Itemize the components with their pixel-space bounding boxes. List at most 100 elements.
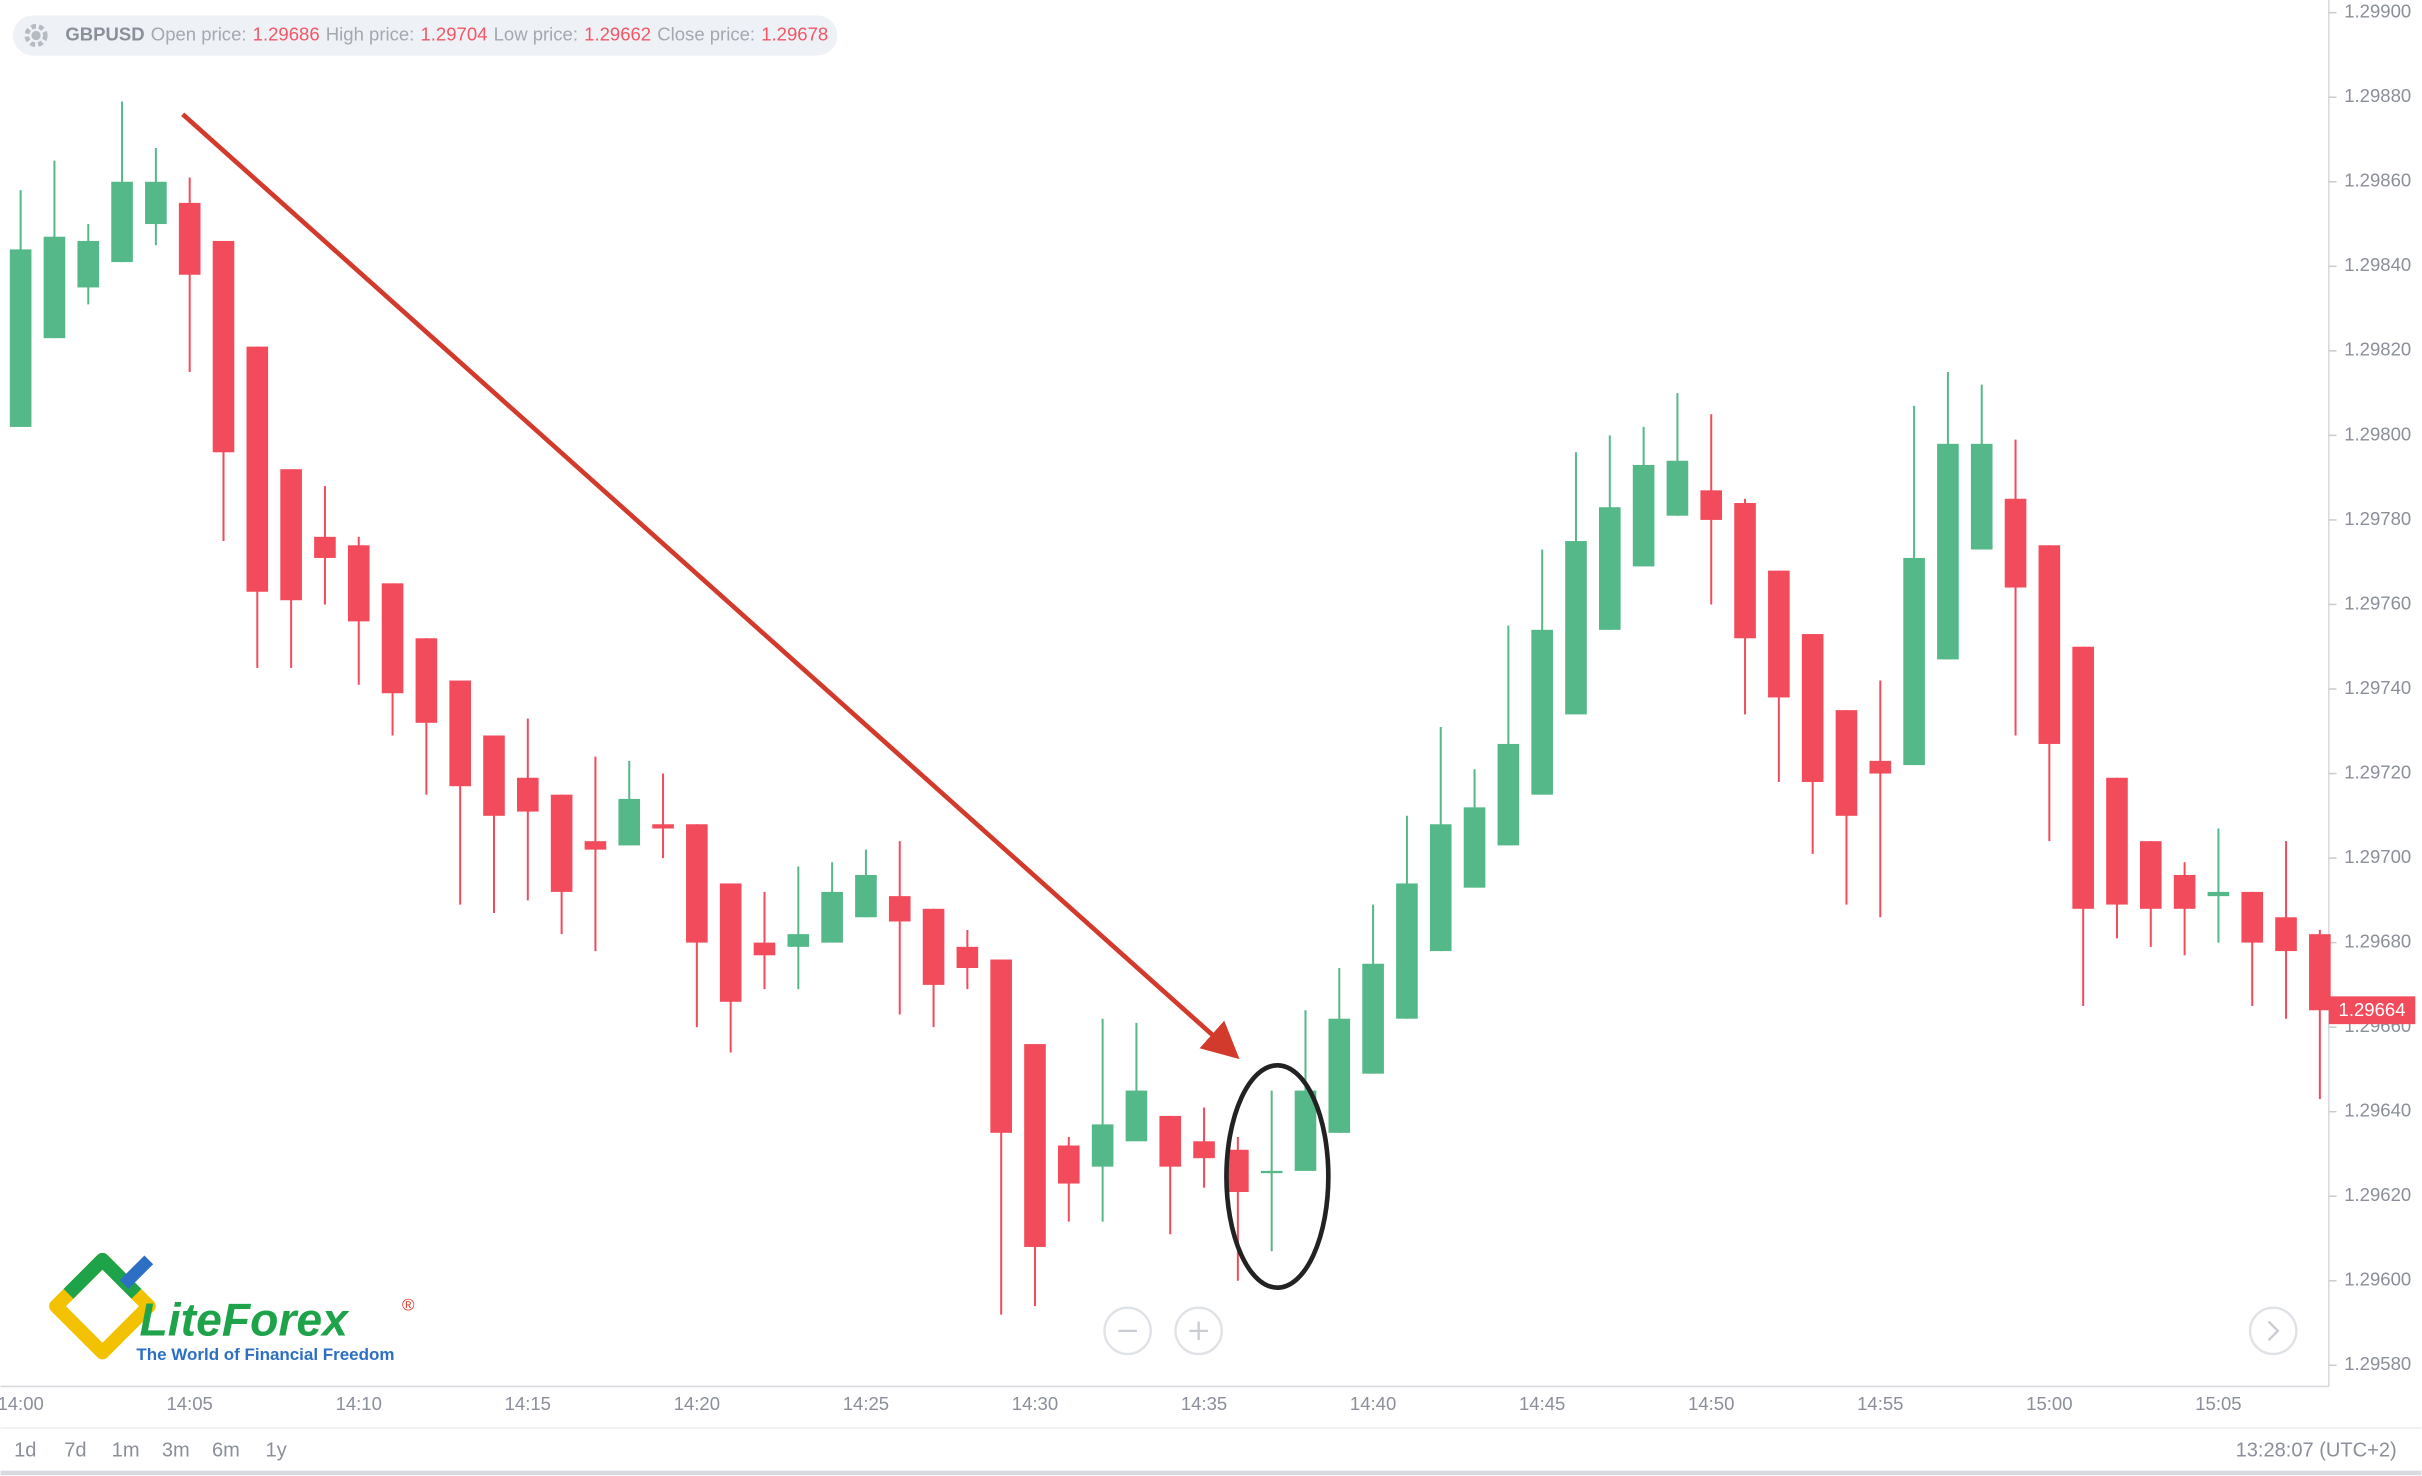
y-tick-label: 1.29620 xyxy=(2344,1184,2411,1205)
candle-body xyxy=(212,240,235,453)
candle-body xyxy=(1835,710,1858,816)
candle-body xyxy=(922,908,945,985)
toolbar xyxy=(0,1428,2422,1476)
candle-body xyxy=(1598,507,1621,630)
x-tick-label: 14:40 xyxy=(1350,1393,1396,1414)
candle-body xyxy=(1159,1115,1182,1167)
zoom-out-button[interactable] xyxy=(1103,1306,1152,1356)
candle-body xyxy=(9,249,32,427)
chevron-icon xyxy=(2267,1320,2280,1341)
candle-body xyxy=(1227,1149,1249,1193)
zoom-out-circle xyxy=(1103,1306,1152,1356)
last-price-box xyxy=(2328,996,2416,1025)
field-label: Close price: xyxy=(657,23,755,44)
settings-icon[interactable] xyxy=(24,23,48,48)
candle-body xyxy=(787,934,810,947)
timeframe-button[interactable]: 3m xyxy=(162,1440,190,1462)
candle-body xyxy=(1903,557,1925,766)
candle-body xyxy=(145,181,167,225)
field-value: 1.29678 xyxy=(761,23,828,44)
scroll-circle xyxy=(2248,1306,2298,1356)
timeframe-button[interactable]: 1m xyxy=(112,1440,140,1462)
y-tick-label: 1.29800 xyxy=(2344,423,2411,444)
gear xyxy=(24,23,48,48)
x-tick-label: 14:20 xyxy=(674,1393,720,1414)
timeframe-button[interactable]: 7d xyxy=(64,1440,86,1462)
candle-body xyxy=(956,946,979,968)
candle-body xyxy=(1463,807,1486,888)
candle-body xyxy=(753,942,776,956)
timeframe-button[interactable]: 1y xyxy=(266,1440,287,1462)
y-tick-label: 1.29580 xyxy=(2344,1353,2411,1374)
candle-body xyxy=(686,824,708,943)
candle-body xyxy=(1801,634,1824,782)
candle-body xyxy=(1057,1145,1080,1184)
candle-body xyxy=(2038,545,2061,744)
candle-body xyxy=(1024,1044,1046,1247)
x-tick-label: 14:55 xyxy=(1857,1393,1903,1414)
y-tick-label: 1.29640 xyxy=(2344,1100,2411,1121)
logo: LiteForex ® The World of Financial Freed… xyxy=(49,1252,415,1364)
field-label: High price: xyxy=(326,23,415,44)
candle-body xyxy=(77,240,100,288)
candle-body xyxy=(347,545,370,622)
x-tick-label: 14:15 xyxy=(505,1393,551,1414)
candle-body xyxy=(2275,917,2297,952)
candle-body xyxy=(246,346,269,592)
candle-body xyxy=(821,891,843,943)
candle-body xyxy=(652,824,674,829)
plot-area: 1.295801.296001.296201.296401.296601.296… xyxy=(0,1,2416,1414)
logo-accent xyxy=(119,1255,154,1289)
candle-body xyxy=(1565,541,1587,715)
field-value: 1.29704 xyxy=(420,23,487,44)
candle-body xyxy=(1091,1124,1114,1167)
y-tick-label: 1.29820 xyxy=(2344,339,2411,360)
candle-body xyxy=(1700,490,1723,520)
zoom-in-button[interactable] xyxy=(1174,1306,1223,1356)
gear-hub xyxy=(31,30,41,41)
y-tick-label: 1.29680 xyxy=(2344,931,2411,952)
candle-body xyxy=(178,202,201,275)
y-tick-label: 1.29900 xyxy=(2344,1,2411,22)
x-tick-label: 14:05 xyxy=(167,1393,213,1414)
candle-body xyxy=(415,638,438,723)
candle-body xyxy=(1429,824,1452,952)
candle-body xyxy=(584,841,607,850)
y-tick-label: 1.29600 xyxy=(2344,1269,2411,1290)
symbol: GBPUSD xyxy=(65,23,144,44)
y-tick-label: 1.29780 xyxy=(2344,508,2411,529)
field-value: 1.29686 xyxy=(253,23,320,44)
candle-body xyxy=(517,777,539,812)
candle-body xyxy=(381,583,404,694)
x-tick-label: 15:00 xyxy=(2026,1393,2072,1414)
scroll-right-button[interactable] xyxy=(2248,1306,2298,1356)
candle-body xyxy=(855,874,877,918)
timeframe-button[interactable]: 6m xyxy=(212,1440,240,1462)
field-label: Open price: xyxy=(151,23,247,44)
x-tick-label: 15:05 xyxy=(2195,1393,2241,1414)
candle-body xyxy=(1328,1018,1351,1133)
candle-body xyxy=(2207,891,2230,897)
candle-body xyxy=(1531,629,1553,795)
candle-body xyxy=(1396,883,1418,1019)
header-pill xyxy=(12,15,838,56)
highlight-ellipse xyxy=(1224,1062,1331,1290)
clock: 13:28:07 (UTC+2) xyxy=(2236,1440,2397,1462)
candle-body xyxy=(1970,443,1993,550)
field-label: Low price: xyxy=(494,23,578,44)
candle-body xyxy=(1125,1090,1148,1142)
candle-body xyxy=(550,794,573,892)
x-tick-label: 14:30 xyxy=(1012,1393,1058,1414)
candle-body xyxy=(990,959,1012,1133)
candle-body xyxy=(1362,963,1384,1074)
y-tick-label: 1.29880 xyxy=(2344,85,2411,106)
candle-body xyxy=(449,680,471,787)
timeframe-button[interactable]: 1d xyxy=(14,1440,36,1462)
candle-body xyxy=(1632,464,1655,567)
candle-body xyxy=(111,181,133,263)
candle-body xyxy=(2106,777,2128,905)
candle-body xyxy=(1937,443,1959,660)
candle-body xyxy=(483,735,505,816)
